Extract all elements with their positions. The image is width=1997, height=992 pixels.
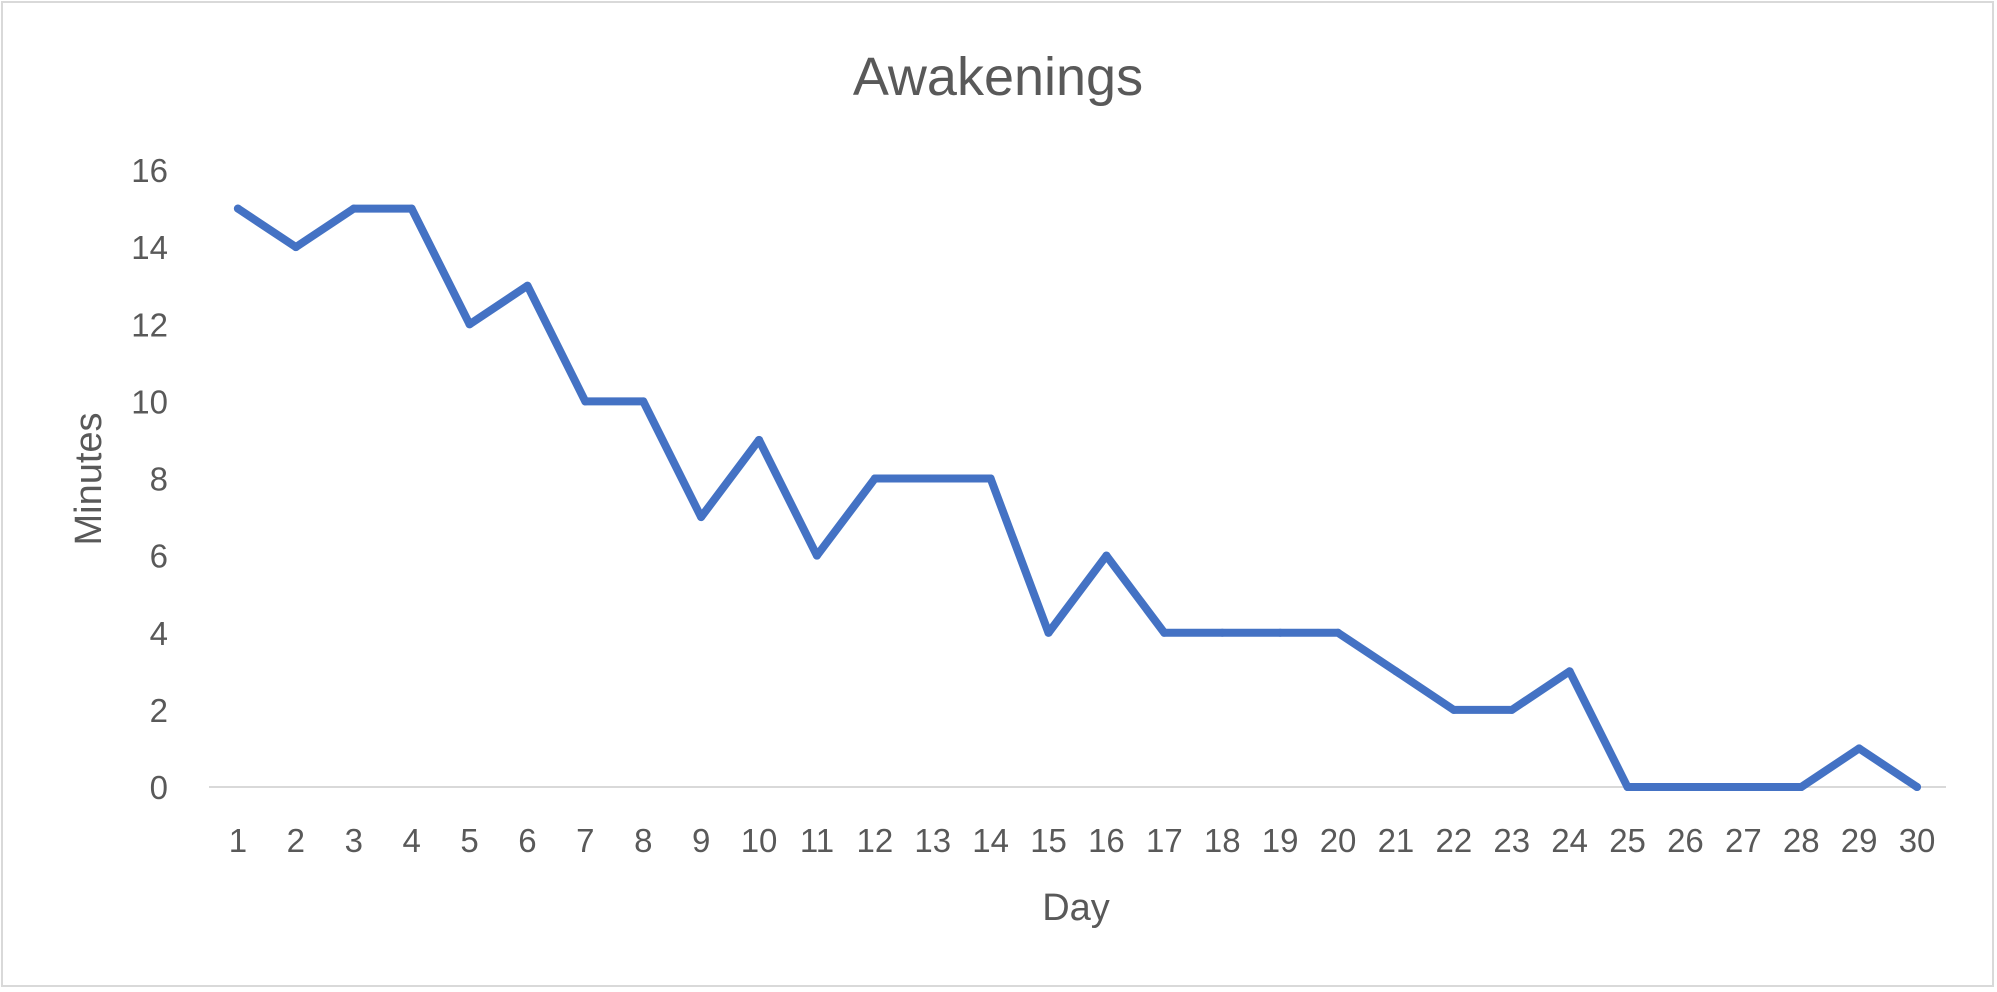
x-tick-label: 1: [229, 822, 247, 859]
x-tick-label: 5: [460, 822, 478, 859]
y-tick-label: 16: [131, 152, 168, 189]
data-point: [1565, 667, 1574, 676]
y-axis-title: Minutes: [68, 412, 110, 545]
x-tick-label: 13: [914, 822, 951, 859]
data-point: [1160, 628, 1169, 637]
x-tick-label: 20: [1320, 822, 1357, 859]
data-point: [1449, 705, 1458, 714]
x-tick-label: 28: [1783, 822, 1820, 859]
data-point: [349, 204, 358, 213]
data-point: [986, 474, 995, 483]
data-point: [1681, 783, 1690, 791]
data-point: [1391, 667, 1400, 676]
x-axis-ticks: 1 2 3 4 5 6 7 8 9 10 11 12 13 14 15 16 17 18 19 20 21 22 23 24 2…: [229, 822, 1936, 859]
x-tick-label: 26: [1667, 822, 1704, 859]
y-tick-label: 6: [150, 538, 168, 575]
data-point: [1334, 628, 1343, 637]
data-point: [1044, 628, 1053, 637]
y-tick-label: 2: [150, 692, 168, 729]
y-tick-label: 10: [131, 383, 168, 420]
x-tick-label: 18: [1204, 822, 1241, 859]
x-tick-label: 9: [692, 822, 710, 859]
x-tick-label: 19: [1262, 822, 1299, 859]
data-point: [1913, 783, 1922, 791]
x-tick-label: 27: [1725, 822, 1762, 859]
x-tick-label: 4: [402, 822, 420, 859]
y-tick-label: 4: [150, 615, 168, 652]
chart-title: Awakenings: [853, 47, 1143, 107]
x-tick-label: 29: [1841, 822, 1878, 859]
x-tick-label: 25: [1609, 822, 1646, 859]
x-tick-label: 2: [287, 822, 305, 859]
data-point: [291, 243, 300, 252]
data-point: [755, 435, 764, 444]
data-point: [697, 513, 706, 522]
data-point: [928, 474, 937, 483]
data-point: [1797, 783, 1806, 791]
x-tick-label: 22: [1435, 822, 1472, 859]
data-point: [233, 204, 242, 213]
y-tick-label: 12: [131, 306, 168, 343]
data-point: [1855, 744, 1864, 753]
x-tick-label: 3: [345, 822, 363, 859]
data-point: [465, 320, 474, 329]
data-point: [1276, 628, 1285, 637]
x-tick-label: 10: [741, 822, 778, 859]
data-point: [407, 204, 416, 213]
x-tick-label: 24: [1551, 822, 1588, 859]
x-tick-label: 14: [972, 822, 1009, 859]
data-point: [1623, 783, 1632, 791]
x-axis-title: Day: [1042, 887, 1110, 929]
x-tick-label: 21: [1378, 822, 1415, 859]
y-tick-label: 14: [131, 229, 168, 266]
x-tick-label: 6: [518, 822, 536, 859]
x-tick-label: 12: [856, 822, 893, 859]
x-tick-label: 30: [1899, 822, 1936, 859]
x-tick-label: 16: [1088, 822, 1125, 859]
series-layer: [233, 204, 1922, 791]
x-tick-label: 23: [1493, 822, 1530, 859]
data-point: [581, 397, 590, 406]
x-tick-label: 17: [1146, 822, 1183, 859]
y-tick-label: 8: [150, 461, 168, 498]
data-point: [523, 281, 532, 290]
series-line: [233, 204, 1921, 791]
data-point: [639, 397, 648, 406]
x-tick-label: 15: [1030, 822, 1067, 859]
data-point: [870, 474, 879, 483]
data-point: [1218, 628, 1227, 637]
x-tick-label: 8: [634, 822, 652, 859]
data-point: [1507, 705, 1516, 714]
data-point: [1102, 551, 1111, 560]
y-tick-label: 0: [150, 769, 168, 806]
data-point: [1739, 783, 1748, 791]
x-tick-label: 11: [800, 822, 834, 859]
data-point: [812, 551, 821, 560]
y-axis-ticks: 0 2 4 6 8 10 12 14 16: [131, 152, 168, 806]
x-tick-label: 7: [576, 822, 594, 859]
